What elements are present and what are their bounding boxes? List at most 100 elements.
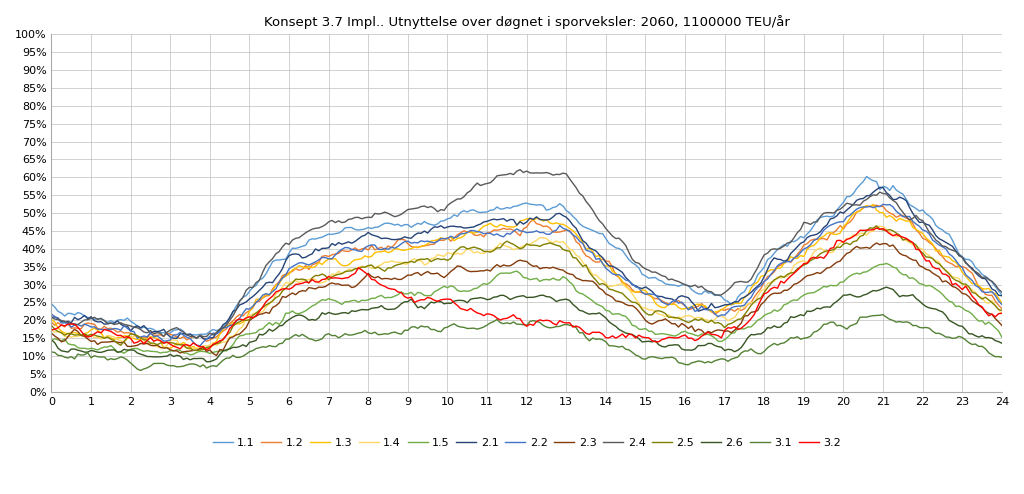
2.6 (881, 284, 893, 290)
1.4 (184, 347, 197, 353)
2.5 (366, 262, 378, 268)
2.2 (995, 301, 1008, 307)
1.3 (187, 343, 200, 349)
1.1 (366, 226, 378, 232)
2.5 (190, 347, 203, 353)
1.4 (190, 345, 203, 351)
2.5 (995, 307, 1008, 313)
1.5 (995, 334, 1008, 340)
2.5 (798, 262, 810, 268)
2.5 (187, 347, 200, 353)
2.3 (798, 275, 810, 281)
2.1 (511, 222, 523, 228)
3.2 (88, 331, 100, 337)
1.2 (88, 321, 100, 327)
2.2 (45, 311, 57, 317)
1.4 (995, 311, 1008, 317)
1.1 (45, 301, 57, 307)
2.5 (45, 323, 57, 329)
3.1 (995, 354, 1008, 360)
2.2 (88, 324, 100, 330)
Line: 1.3: 1.3 (51, 205, 1001, 350)
2.1 (798, 239, 810, 245)
1.2 (55, 322, 68, 328)
3.2 (55, 322, 68, 328)
Line: 3.1: 3.1 (51, 315, 1001, 370)
2.6 (366, 305, 378, 311)
1.5 (511, 268, 523, 274)
2.4 (801, 220, 813, 226)
1.3 (366, 253, 378, 259)
1.3 (995, 300, 1008, 306)
Line: 1.2: 1.2 (51, 206, 1001, 341)
2.2 (187, 339, 200, 345)
2.6 (201, 359, 213, 365)
2.6 (45, 337, 57, 343)
2.3 (45, 330, 57, 336)
2.1 (45, 314, 57, 320)
2.4 (511, 168, 523, 174)
2.4 (55, 318, 68, 324)
2.3 (210, 353, 222, 359)
Line: 1.1: 1.1 (51, 176, 1001, 335)
2.6 (187, 356, 200, 362)
3.2 (995, 310, 1008, 316)
1.3 (45, 317, 57, 323)
1.3 (511, 223, 523, 229)
3.2 (45, 327, 57, 333)
2.4 (187, 333, 200, 339)
1.1 (190, 332, 203, 338)
2.2 (877, 202, 889, 207)
Line: 2.5: 2.5 (51, 226, 1001, 350)
1.2 (798, 242, 810, 248)
1.4 (511, 246, 523, 251)
3.1 (88, 353, 100, 359)
1.2 (201, 338, 213, 344)
1.3 (55, 329, 68, 334)
2.4 (45, 315, 57, 321)
1.4 (873, 223, 886, 229)
2.6 (88, 348, 100, 354)
2.3 (187, 347, 200, 353)
2.3 (366, 274, 378, 280)
1.4 (45, 328, 57, 333)
1.5 (184, 352, 197, 358)
Line: 2.2: 2.2 (51, 205, 1001, 346)
2.6 (511, 294, 523, 300)
3.2 (511, 315, 523, 321)
2.5 (55, 330, 68, 336)
2.5 (511, 244, 523, 249)
2.3 (88, 338, 100, 344)
2.3 (511, 258, 523, 264)
1.4 (366, 265, 378, 271)
1.1 (798, 235, 810, 241)
Line: 2.4: 2.4 (51, 169, 1001, 338)
2.3 (870, 240, 883, 246)
2.1 (366, 232, 378, 238)
1.3 (867, 202, 880, 207)
1.5 (55, 338, 68, 344)
2.1 (55, 319, 68, 325)
3.1 (511, 321, 523, 327)
2.1 (88, 318, 100, 324)
2.2 (511, 226, 523, 232)
2.6 (55, 348, 68, 354)
1.3 (88, 325, 100, 331)
3.1 (134, 368, 146, 373)
2.2 (55, 320, 68, 326)
3.1 (190, 362, 203, 368)
2.5 (88, 332, 100, 338)
2.4 (190, 335, 203, 341)
3.1 (45, 349, 57, 355)
1.2 (187, 333, 200, 339)
1.5 (190, 349, 203, 355)
1.5 (366, 295, 378, 301)
1.4 (798, 258, 810, 264)
Line: 1.4: 1.4 (51, 226, 1001, 350)
2.2 (798, 246, 810, 252)
Line: 3.2: 3.2 (51, 228, 1001, 350)
1.3 (194, 347, 206, 353)
2.1 (873, 184, 886, 190)
2.1 (187, 333, 200, 339)
1.1 (511, 203, 523, 209)
